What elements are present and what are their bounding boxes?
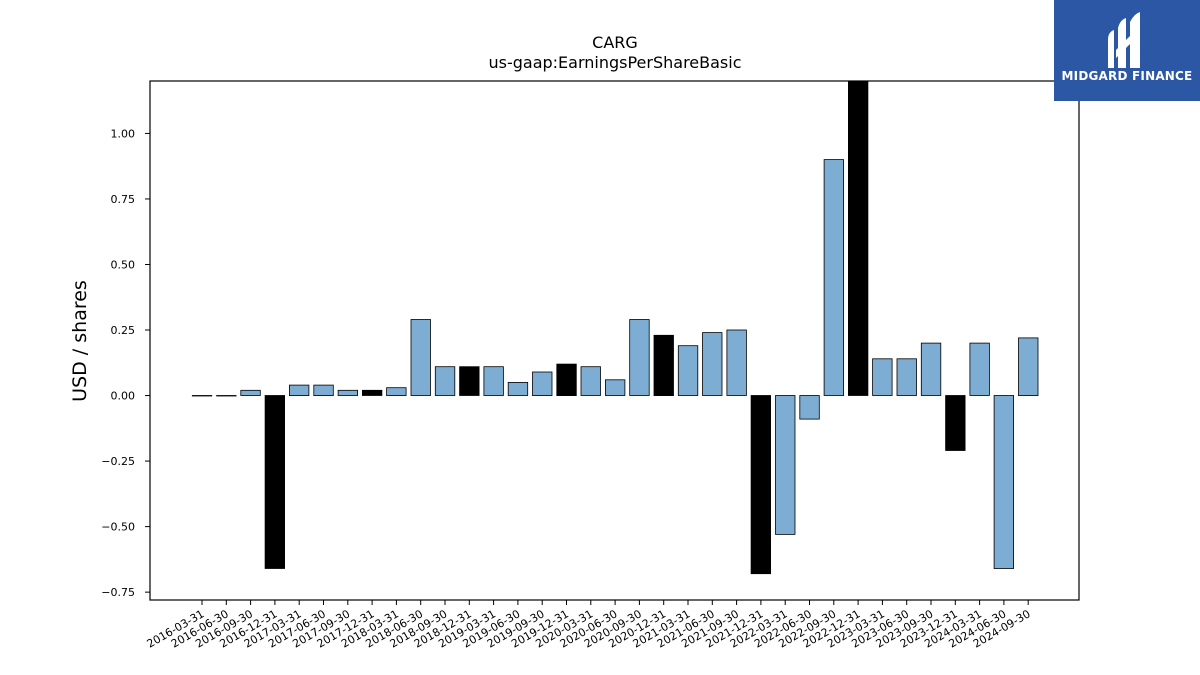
bar-2022-09-30 xyxy=(823,159,844,396)
bar-2019-03-31 xyxy=(483,366,504,396)
bar-2024-09-30 xyxy=(1018,337,1039,396)
x-ticks-group: 2016-03-312016-06-302016-09-302016-12-31… xyxy=(145,600,1033,651)
bar-2018-06-30 xyxy=(410,319,431,396)
y-tick-label: 0.25 xyxy=(111,324,136,337)
bar-2017-06-30 xyxy=(313,384,334,397)
bar-2024-03-31 xyxy=(969,342,990,396)
y-axis-label: USD / shares xyxy=(69,280,91,402)
plot-frame xyxy=(149,80,1080,601)
bar-2021-12-31 xyxy=(750,395,771,575)
y-tick-label: −0.75 xyxy=(101,586,135,599)
y-tick-label: 0.50 xyxy=(111,258,136,271)
bar-2018-12-31 xyxy=(459,366,480,396)
bar-2022-12-31 xyxy=(848,80,869,396)
bar-2018-09-30 xyxy=(434,366,456,396)
bar-2023-09-30 xyxy=(920,342,942,396)
bar-2019-12-31 xyxy=(556,363,577,397)
bar-2019-06-30 xyxy=(507,381,529,396)
bar-2022-06-30 xyxy=(799,395,820,420)
brand-name: MIDGARD FINANCE xyxy=(1061,69,1193,83)
y-tick-label: 0.00 xyxy=(111,390,136,403)
bar-2017-03-31 xyxy=(288,384,310,397)
midgard-logo-icon xyxy=(1108,12,1140,68)
bar-2017-12-31 xyxy=(361,389,383,396)
bar-2023-12-31 xyxy=(945,395,966,451)
chart-title: CARG xyxy=(592,33,638,52)
brand-logo: MIDGARD FINANCE xyxy=(1054,0,1200,101)
y-tick-label: 1.00 xyxy=(111,127,136,140)
bar-2016-06-30 xyxy=(216,395,237,397)
bar-2017-09-30 xyxy=(337,389,359,396)
bar-2020-03-31 xyxy=(580,366,601,396)
bar-2023-06-30 xyxy=(896,358,917,396)
bar-2019-09-30 xyxy=(532,371,553,397)
bar-2016-12-31 xyxy=(264,395,286,569)
y-tick-label: −0.25 xyxy=(101,455,135,468)
bar-2021-03-31 xyxy=(677,345,699,396)
bar-2016-03-31 xyxy=(191,395,213,397)
bar-2023-03-31 xyxy=(872,358,893,396)
bar-2022-03-31 xyxy=(775,395,796,535)
bar-2020-12-31 xyxy=(653,334,674,396)
bar-2021-06-30 xyxy=(702,332,723,396)
bar-2020-06-30 xyxy=(605,379,626,396)
bar-2021-09-30 xyxy=(726,329,747,396)
bar-2016-09-30 xyxy=(240,389,261,396)
y-tick-label: 0.75 xyxy=(111,193,136,206)
bars-group xyxy=(191,80,1039,575)
chart-subtitle: us-gaap:EarningsPerShareBasic xyxy=(488,53,741,72)
bar-2018-03-31 xyxy=(386,387,407,397)
y-ticks-group: −0.75 −0.50 −0.25 0.00 0.25 0.50 0.75 1.00 xyxy=(101,127,150,599)
y-tick-label: −0.50 xyxy=(101,521,135,534)
bar-2020-09-30 xyxy=(629,319,650,396)
bar-2024-06-30 xyxy=(993,395,1014,569)
